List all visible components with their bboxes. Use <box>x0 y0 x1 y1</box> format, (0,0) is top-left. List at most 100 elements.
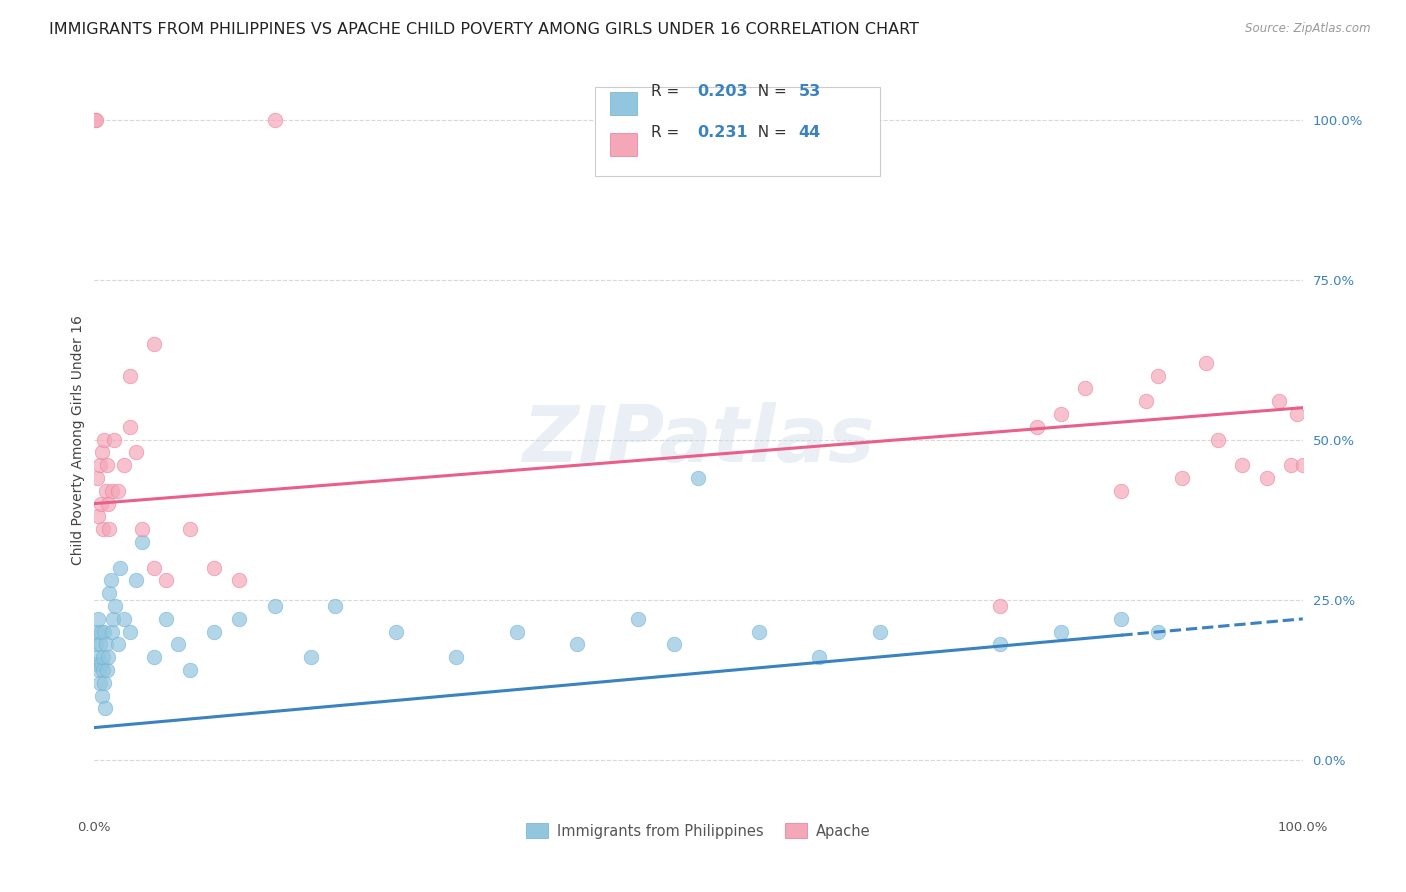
Point <box>94 637 117 651</box>
Text: 0.231: 0.231 <box>697 125 748 140</box>
Point <box>87 612 110 626</box>
Point <box>204 624 226 639</box>
Point <box>1050 624 1073 639</box>
Point <box>131 535 153 549</box>
Text: R =: R = <box>651 84 685 99</box>
Point <box>125 445 148 459</box>
Point <box>104 599 127 613</box>
Point <box>264 112 287 127</box>
Point <box>1195 356 1218 370</box>
Point <box>299 650 322 665</box>
Text: 0.203: 0.203 <box>697 84 748 99</box>
Point <box>98 586 121 600</box>
FancyBboxPatch shape <box>595 87 880 176</box>
Point <box>89 637 111 651</box>
Text: IMMIGRANTS FROM PHILIPPINES VS APACHE CHILD POVERTY AMONG GIRLS UNDER 16 CORRELA: IMMIGRANTS FROM PHILIPPINES VS APACHE CH… <box>49 22 920 37</box>
Point <box>143 650 166 665</box>
Point <box>91 689 114 703</box>
Point <box>100 574 122 588</box>
Point <box>94 701 117 715</box>
Point <box>748 624 770 639</box>
Point <box>118 368 141 383</box>
Point <box>264 599 287 613</box>
Point <box>228 574 250 588</box>
Point <box>1111 612 1133 626</box>
Point <box>1206 433 1229 447</box>
Point <box>155 612 177 626</box>
Point <box>1232 458 1254 473</box>
Point <box>93 676 115 690</box>
Point <box>97 497 120 511</box>
Point <box>1111 483 1133 498</box>
Point <box>808 650 831 665</box>
Point <box>627 612 650 626</box>
Point <box>446 650 468 665</box>
Text: R =: R = <box>651 125 689 140</box>
Point <box>100 483 122 498</box>
Point <box>143 560 166 574</box>
Point <box>1279 458 1302 473</box>
Point <box>1267 394 1289 409</box>
Point <box>990 637 1012 651</box>
Point <box>83 657 105 671</box>
Point <box>91 522 114 536</box>
Point <box>688 471 710 485</box>
Point <box>1135 394 1157 409</box>
Point <box>1025 420 1047 434</box>
Point <box>1256 471 1278 485</box>
Point <box>990 599 1012 613</box>
Text: 53: 53 <box>799 84 821 99</box>
Point <box>125 574 148 588</box>
Point <box>155 574 177 588</box>
FancyBboxPatch shape <box>610 133 637 156</box>
Point <box>118 624 141 639</box>
Point <box>93 624 115 639</box>
Point <box>101 612 124 626</box>
Point <box>179 663 201 677</box>
Point <box>89 458 111 473</box>
Point <box>87 509 110 524</box>
Point <box>84 637 107 651</box>
Point <box>107 483 129 498</box>
Point <box>91 650 114 665</box>
Point <box>662 637 685 651</box>
FancyBboxPatch shape <box>610 93 637 115</box>
Point <box>89 676 111 690</box>
Point <box>204 560 226 574</box>
Point <box>131 522 153 536</box>
Point <box>1074 382 1097 396</box>
Point <box>228 612 250 626</box>
Point <box>94 483 117 498</box>
Point <box>1171 471 1194 485</box>
Text: N =: N = <box>748 125 792 140</box>
Point <box>91 445 114 459</box>
Point <box>1285 407 1308 421</box>
Point <box>97 650 120 665</box>
Point <box>1050 407 1073 421</box>
Point <box>112 612 135 626</box>
Point <box>91 663 114 677</box>
Point <box>93 433 115 447</box>
Point <box>385 624 408 639</box>
Point <box>86 624 108 639</box>
Point <box>1146 624 1168 639</box>
Text: Source: ZipAtlas.com: Source: ZipAtlas.com <box>1246 22 1371 36</box>
Point <box>112 458 135 473</box>
Point <box>90 497 112 511</box>
Point <box>90 657 112 671</box>
Point <box>1146 368 1168 383</box>
Point <box>167 637 190 651</box>
Point <box>143 336 166 351</box>
Point <box>87 663 110 677</box>
Point <box>567 637 589 651</box>
Text: ZIPatlas: ZIPatlas <box>522 401 875 478</box>
Text: 44: 44 <box>799 125 821 140</box>
Text: N =: N = <box>748 84 792 99</box>
Point <box>96 663 118 677</box>
Point <box>90 624 112 639</box>
Point <box>87 650 110 665</box>
Point <box>869 624 891 639</box>
Point <box>100 624 122 639</box>
Point <box>86 471 108 485</box>
Point <box>506 624 529 639</box>
